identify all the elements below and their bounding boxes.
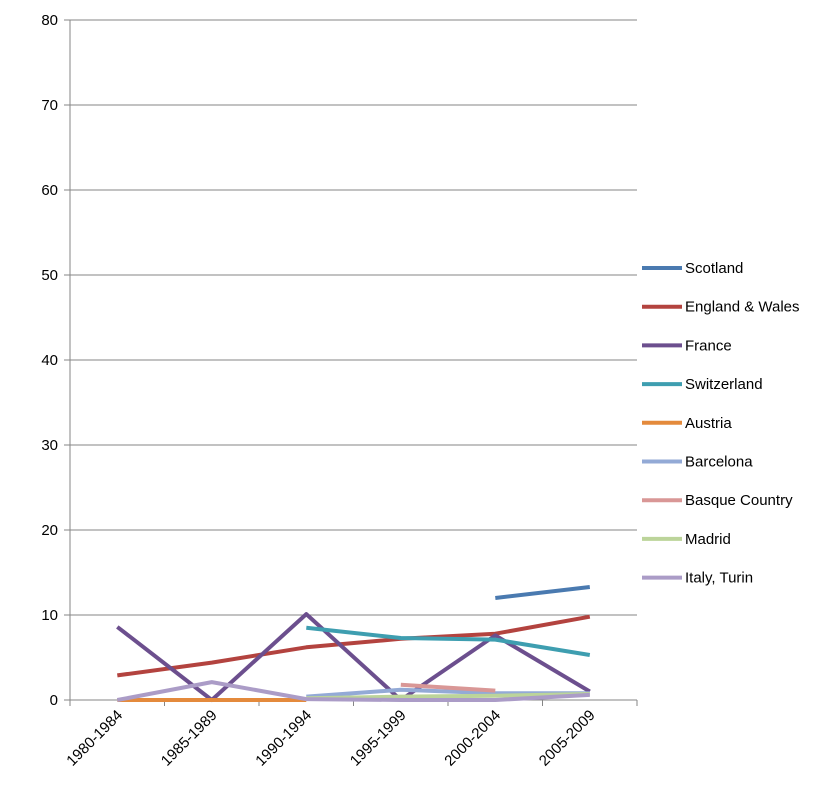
y-tick-label: 20 bbox=[41, 522, 58, 539]
legend-label: Austria bbox=[685, 415, 732, 432]
series-scotland bbox=[495, 585, 591, 600]
legend-item: England & Wales bbox=[642, 299, 800, 316]
series-line bbox=[116, 680, 590, 702]
y-tick-label: 10 bbox=[41, 607, 58, 624]
series-line bbox=[306, 625, 591, 657]
legend-item: Austria bbox=[642, 415, 732, 432]
y-tick-label: 40 bbox=[41, 352, 58, 369]
y-tick-label: 50 bbox=[41, 267, 58, 284]
legend-item: Italy, Turin bbox=[642, 570, 753, 587]
axes: 0 10 20 30 40 50 60 70 80 1980-1984 1985-1989 1990-… bbox=[41, 12, 638, 770]
series-line bbox=[400, 682, 496, 693]
legend-item: Barcelona bbox=[642, 454, 753, 471]
y-tick-label: 60 bbox=[41, 182, 58, 199]
legend-label: Barcelona bbox=[685, 454, 753, 471]
legend-item: Switzerland bbox=[642, 376, 763, 393]
series-switzerland bbox=[306, 625, 591, 657]
legend-item: Basque Country bbox=[642, 492, 793, 509]
y-tick-label: 70 bbox=[41, 97, 58, 114]
series-lines bbox=[116, 585, 591, 702]
legend-label: Italy, Turin bbox=[685, 570, 753, 587]
legend-label: Switzerland bbox=[685, 376, 763, 393]
x-tick-label: 1980-1984 bbox=[63, 707, 126, 770]
series-england-wales bbox=[117, 614, 591, 678]
series-line bbox=[117, 614, 591, 678]
legend-item: Madrid bbox=[642, 531, 731, 548]
x-tick-label: 1990-1994 bbox=[252, 707, 315, 770]
series-line bbox=[495, 585, 591, 600]
x-tick-label: 1985-1989 bbox=[158, 707, 221, 770]
legend-label: France bbox=[685, 337, 732, 354]
x-tick-label: 1995-1999 bbox=[347, 707, 410, 770]
y-tick-label: 0 bbox=[50, 692, 58, 709]
legend-item: Scotland bbox=[642, 260, 743, 277]
legend-label: Madrid bbox=[685, 531, 731, 548]
y-tick-label: 80 bbox=[41, 12, 58, 29]
legend-label: England & Wales bbox=[685, 299, 800, 316]
series-basque-country bbox=[400, 682, 496, 693]
series-france bbox=[116, 612, 591, 702]
y-tick-label: 30 bbox=[41, 437, 58, 454]
legend-item: France bbox=[642, 337, 732, 354]
gridlines bbox=[70, 19, 637, 616]
series-line bbox=[306, 692, 590, 701]
x-tick-label: 2000-2004 bbox=[441, 707, 504, 770]
x-tick-label: 2005-2009 bbox=[536, 707, 599, 770]
series-madrid bbox=[306, 692, 590, 701]
legend: Scotland England & Wales France Switzerland… bbox=[642, 260, 800, 587]
series-italy-turin bbox=[116, 680, 590, 702]
series-line bbox=[116, 612, 591, 702]
legend-label: Scotland bbox=[685, 260, 743, 277]
legend-label: Basque Country bbox=[685, 492, 793, 509]
